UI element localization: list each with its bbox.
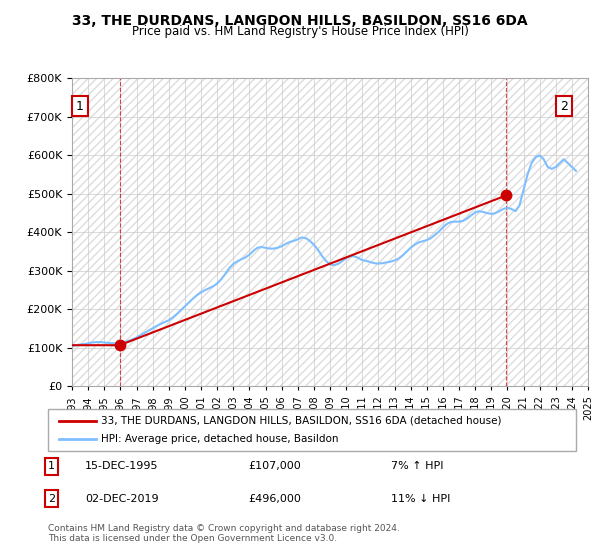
Text: £107,000: £107,000 (248, 461, 301, 472)
Text: 11% ↓ HPI: 11% ↓ HPI (391, 494, 451, 503)
Text: 1: 1 (76, 100, 84, 113)
Text: Contains HM Land Registry data © Crown copyright and database right 2024.
This d: Contains HM Land Registry data © Crown c… (48, 524, 400, 543)
Text: 2: 2 (48, 494, 55, 503)
Text: HPI: Average price, detached house, Basildon: HPI: Average price, detached house, Basi… (101, 434, 338, 444)
Text: 33, THE DURDANS, LANGDON HILLS, BASILDON, SS16 6DA: 33, THE DURDANS, LANGDON HILLS, BASILDON… (72, 14, 528, 28)
Text: £496,000: £496,000 (248, 494, 302, 503)
FancyBboxPatch shape (48, 409, 576, 451)
Text: 7% ↑ HPI: 7% ↑ HPI (391, 461, 444, 472)
Text: 33, THE DURDANS, LANGDON HILLS, BASILDON, SS16 6DA (detached house): 33, THE DURDANS, LANGDON HILLS, BASILDON… (101, 416, 502, 426)
Text: 02-DEC-2019: 02-DEC-2019 (85, 494, 158, 503)
Text: Price paid vs. HM Land Registry's House Price Index (HPI): Price paid vs. HM Land Registry's House … (131, 25, 469, 38)
Text: 2: 2 (560, 100, 568, 113)
Text: 1: 1 (48, 461, 55, 472)
Text: 15-DEC-1995: 15-DEC-1995 (85, 461, 158, 472)
